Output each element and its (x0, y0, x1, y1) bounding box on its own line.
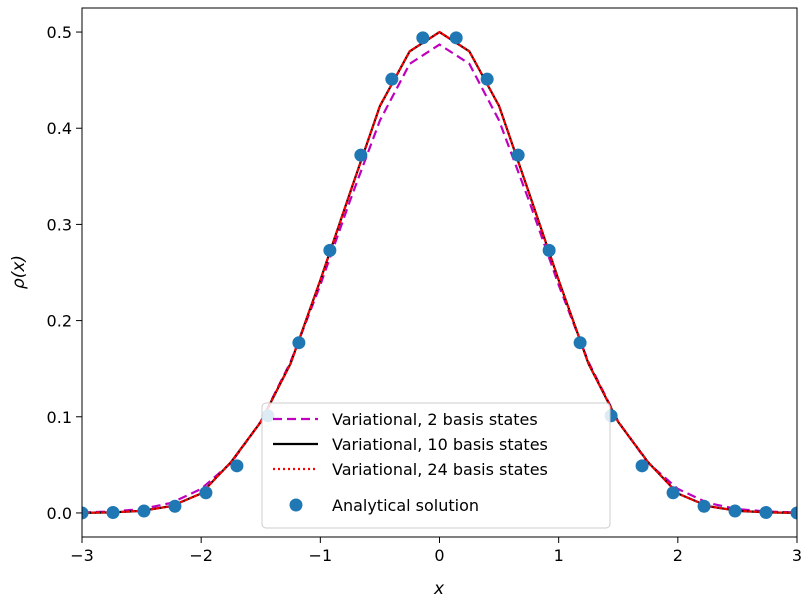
x-tick-label: 1 (554, 546, 564, 565)
legend-label: Analytical solution (332, 496, 479, 515)
analytical-point (511, 148, 525, 162)
x-tick-label: 3 (792, 546, 802, 565)
analytical-point (635, 459, 649, 473)
analytical-point (168, 499, 182, 513)
series-layer (82, 30, 797, 520)
x-axis-label: x (433, 579, 445, 599)
y-tick-label: 0.4 (47, 119, 72, 138)
x-tick-label: 0 (434, 546, 444, 565)
x-tick-label: 2 (673, 546, 683, 565)
legend-label: Variational, 2 basis states (332, 410, 538, 429)
y-tick-label: 0.0 (47, 504, 72, 523)
y-axis: 0.0 0.1 0.2 0.3 0.4 0.5 (47, 23, 82, 523)
legend-label: Variational, 24 basis states (332, 460, 548, 479)
x-tick-label: −3 (70, 546, 94, 565)
analytical-point (416, 31, 430, 45)
y-tick-label: 0.5 (47, 23, 72, 42)
x-tick-label: −1 (309, 546, 333, 565)
analytical-point (137, 504, 151, 518)
analytical-point (573, 336, 587, 350)
analytical-point (480, 72, 494, 86)
analytical-point (759, 505, 773, 519)
legend-label: Variational, 10 basis states (332, 435, 548, 454)
legend-marker (289, 498, 303, 512)
analytical-point (542, 243, 556, 257)
analytical-point (106, 505, 120, 519)
analytical-point (354, 148, 368, 162)
analytical-point (230, 459, 244, 473)
analytical-point (666, 486, 680, 500)
analytical-point (323, 243, 337, 257)
analytical-point (385, 72, 399, 86)
x-axis: −3 −2 −1 0 1 2 3 (70, 537, 802, 565)
x-tick-label: −2 (189, 546, 213, 565)
analytical-point (199, 486, 213, 500)
analytical-point (292, 336, 306, 350)
analytical-point (728, 504, 742, 518)
analytical-point (449, 31, 463, 45)
analytical-point (82, 506, 89, 520)
y-tick-label: 0.1 (47, 408, 72, 427)
legend-frame (261, 402, 611, 529)
analytical-point (790, 506, 797, 520)
legend: Variational, 2 basis states Variational, … (261, 402, 611, 529)
y-tick-label: 0.3 (47, 215, 72, 234)
y-axis-label: ρ(x) (9, 255, 29, 289)
analytical-point (697, 499, 711, 513)
y-tick-label: 0.2 (47, 312, 72, 331)
